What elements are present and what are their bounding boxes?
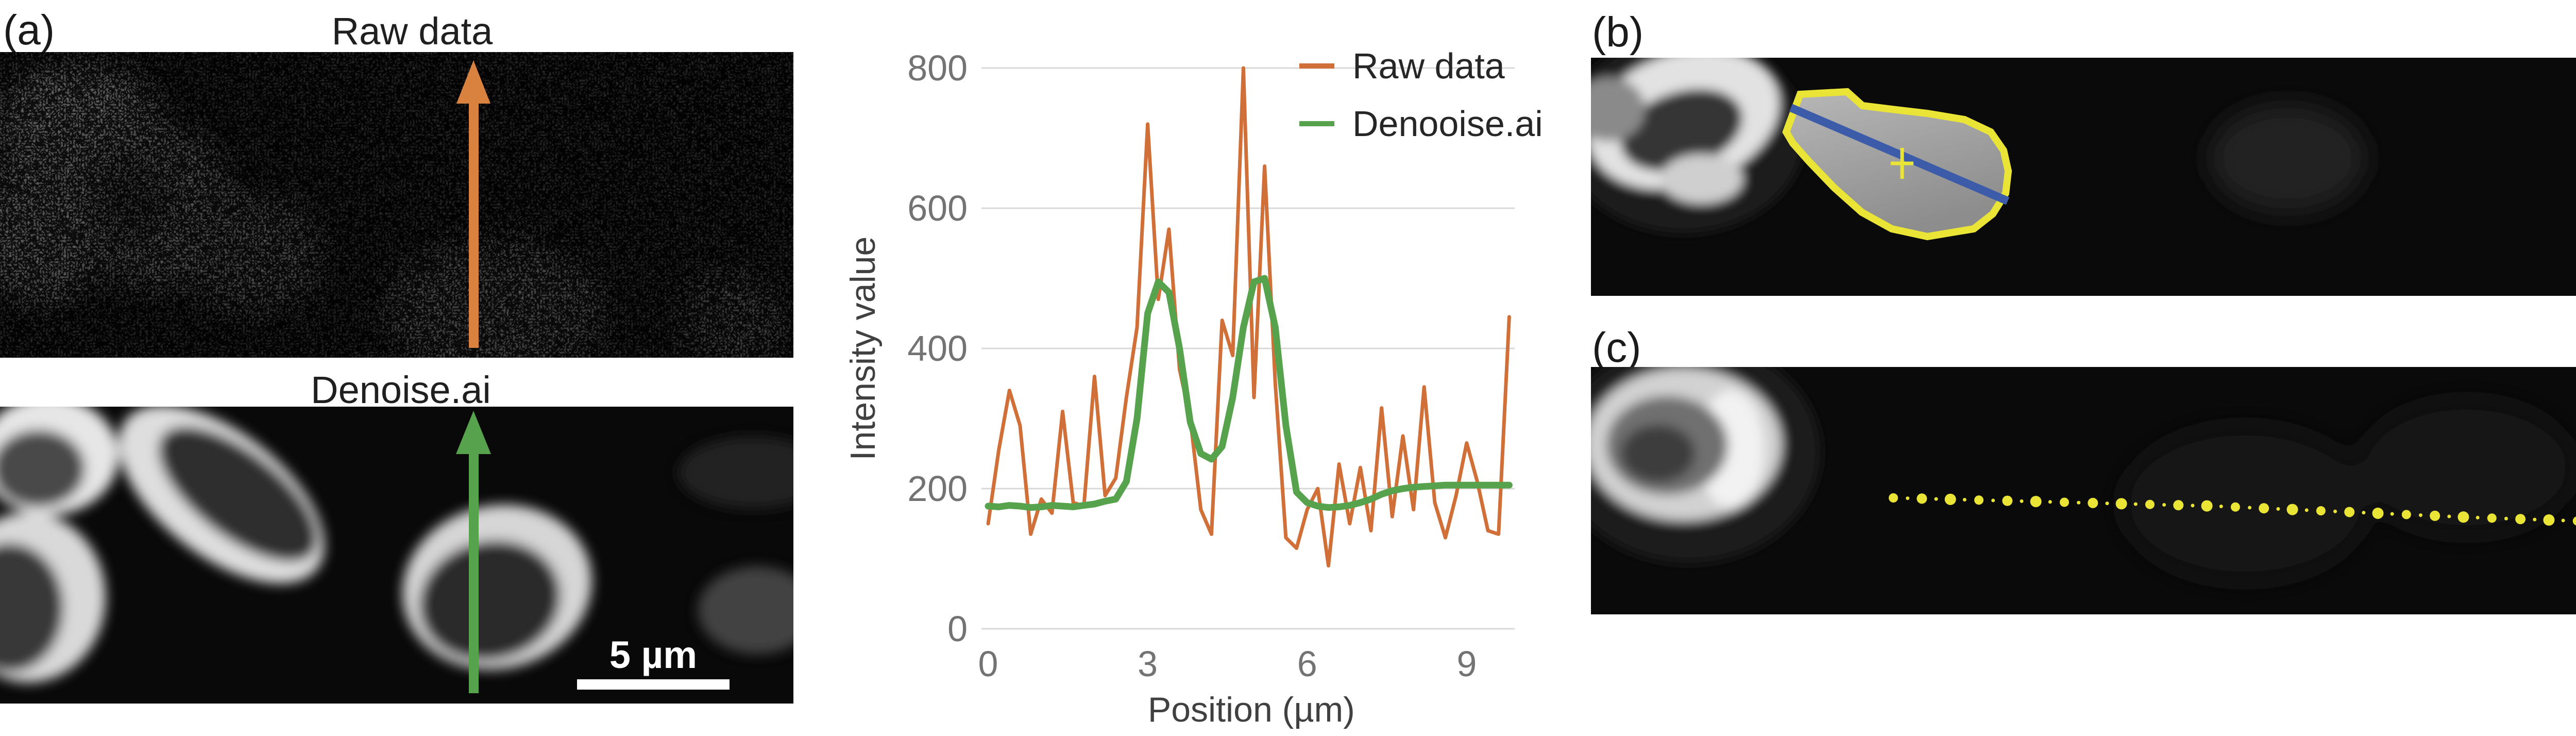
trajectory-dot <box>2030 496 2042 508</box>
legend-label: Raw data <box>1352 46 1505 86</box>
centroid-plus-icon <box>1891 148 1913 179</box>
trajectory-dot-small <box>2304 508 2309 512</box>
y-tick-label: 600 <box>907 188 968 228</box>
trajectory-dot <box>2286 504 2298 515</box>
trajectory-dot-small <box>1906 496 1910 500</box>
x-tick-label: 6 <box>1297 644 1317 684</box>
trajectory-dot <box>2487 513 2497 523</box>
trajectory-dot <box>2259 503 2269 514</box>
trajectory-dot <box>2002 495 2013 506</box>
trajectory-dot-small <box>2533 517 2537 522</box>
y-tick-label: 800 <box>907 48 968 88</box>
panel-a-scalebar-label: 5 µm <box>609 633 698 676</box>
panel-c-label: (c) <box>1592 324 1641 371</box>
raw-data-title: Raw data <box>331 10 493 53</box>
denoised-image-canvas <box>0 407 793 704</box>
trajectory-dot <box>2401 510 2411 520</box>
trajectory-dot <box>2316 506 2326 516</box>
noise-layer-light <box>0 52 793 358</box>
trajectory-dot <box>1944 493 1956 505</box>
trajectory-dot <box>2145 499 2155 509</box>
trajectory-dot-small <box>1934 497 1938 501</box>
tracking-canvas <box>1591 367 2576 614</box>
series-line-raw-data <box>986 66 1511 568</box>
x-axis-label: Position (µm) <box>1148 690 1355 729</box>
raw-microscopy-image <box>0 52 793 358</box>
panel-a-label: (a) <box>3 7 55 54</box>
x-tick-label: 3 <box>1138 644 1158 684</box>
segmentation-image <box>1591 58 2576 296</box>
trajectory-dot-small <box>2276 507 2280 511</box>
panel-b-faint-cells <box>2209 104 2366 213</box>
panel-c-faint-haze <box>2122 400 2575 581</box>
panel-b-label: (b) <box>1592 9 1644 56</box>
trajectory-dot-small <box>2077 500 2081 505</box>
y-tick-label: 0 <box>947 609 968 649</box>
trajectory-dot <box>2372 507 2384 519</box>
trajectory-dot-small <box>2504 516 2508 521</box>
trajectory-dot-small <box>2447 514 2451 518</box>
diameter-measure-line <box>1789 104 2010 205</box>
trajectory-dot-small <box>2476 515 2480 520</box>
raw-profile-arrow <box>456 60 490 348</box>
y-tick-label: 400 <box>907 328 968 369</box>
trajectory-dot <box>2458 511 2469 523</box>
panel-c-left-cell <box>1591 367 1820 563</box>
x-tick-label: 0 <box>978 644 998 684</box>
trajectory-dot <box>1974 495 1984 505</box>
trajectory-dot-small <box>2219 504 2223 508</box>
trajectory-dot-small <box>2248 506 2252 510</box>
tracking-image <box>1591 367 2576 614</box>
trajectory-dot-small <box>2362 511 2366 515</box>
raw-image-canvas <box>0 52 793 358</box>
trajectory-dot-small <box>2390 512 2394 516</box>
trajectory-dot-small <box>2105 501 2109 506</box>
trajectory-dot-small <box>2191 504 2195 508</box>
trajectory-dot-small <box>2020 499 2024 503</box>
trajectory-dot <box>2543 514 2555 526</box>
denoise-profile-arrow <box>456 411 491 693</box>
trajectory-dot <box>1917 493 1927 504</box>
intensity-line-chart: 0 200 400 600 800 0 3 6 9 Position (µm) Intensity … <box>845 46 1543 729</box>
trajectory-dot-small <box>2418 513 2422 517</box>
y-tick-label: 200 <box>907 469 968 509</box>
panel-a-scalebar <box>577 679 730 690</box>
panel-b-left-cell <box>1591 58 1805 233</box>
trajectory-dot-small <box>2133 502 2138 506</box>
trajectory-dot-small <box>1962 498 1967 502</box>
trajectory-dot <box>2572 516 2576 526</box>
trajectory-dot <box>2173 500 2184 511</box>
segmented-cell-annotation <box>1782 88 2012 241</box>
trajectory-dot-small <box>2162 503 2166 507</box>
trajectory-dot <box>2344 507 2355 517</box>
trajectory-dot <box>2230 502 2240 512</box>
series-line-denooise-ai <box>985 275 1513 511</box>
trajectory-dots <box>1889 493 2576 526</box>
denoised-microscopy-image <box>0 407 793 704</box>
trajectory-dot-small <box>2048 500 2052 504</box>
trajectory-dot <box>2430 510 2441 521</box>
trajectory-dot-small <box>2561 518 2565 523</box>
trajectory-dot <box>2088 497 2098 508</box>
trajectory-dot <box>2115 498 2127 510</box>
trajectory-dot <box>1889 493 1898 503</box>
trajectory-dot <box>2059 497 2069 507</box>
x-tick-label: 9 <box>1456 644 1477 684</box>
y-axis-label: Intensity value <box>845 237 883 461</box>
trajectory-dot-small <box>2333 509 2337 513</box>
trajectory-dot-small <box>1991 498 1995 503</box>
segmentation-canvas <box>1591 58 2576 296</box>
denoised-cell-blobs <box>0 407 793 682</box>
trajectory-dot <box>2201 500 2213 512</box>
denoise-title: Denoise.ai <box>311 369 491 411</box>
trajectory-dot <box>2515 514 2526 525</box>
legend-label: Denooise.ai <box>1352 104 1543 144</box>
